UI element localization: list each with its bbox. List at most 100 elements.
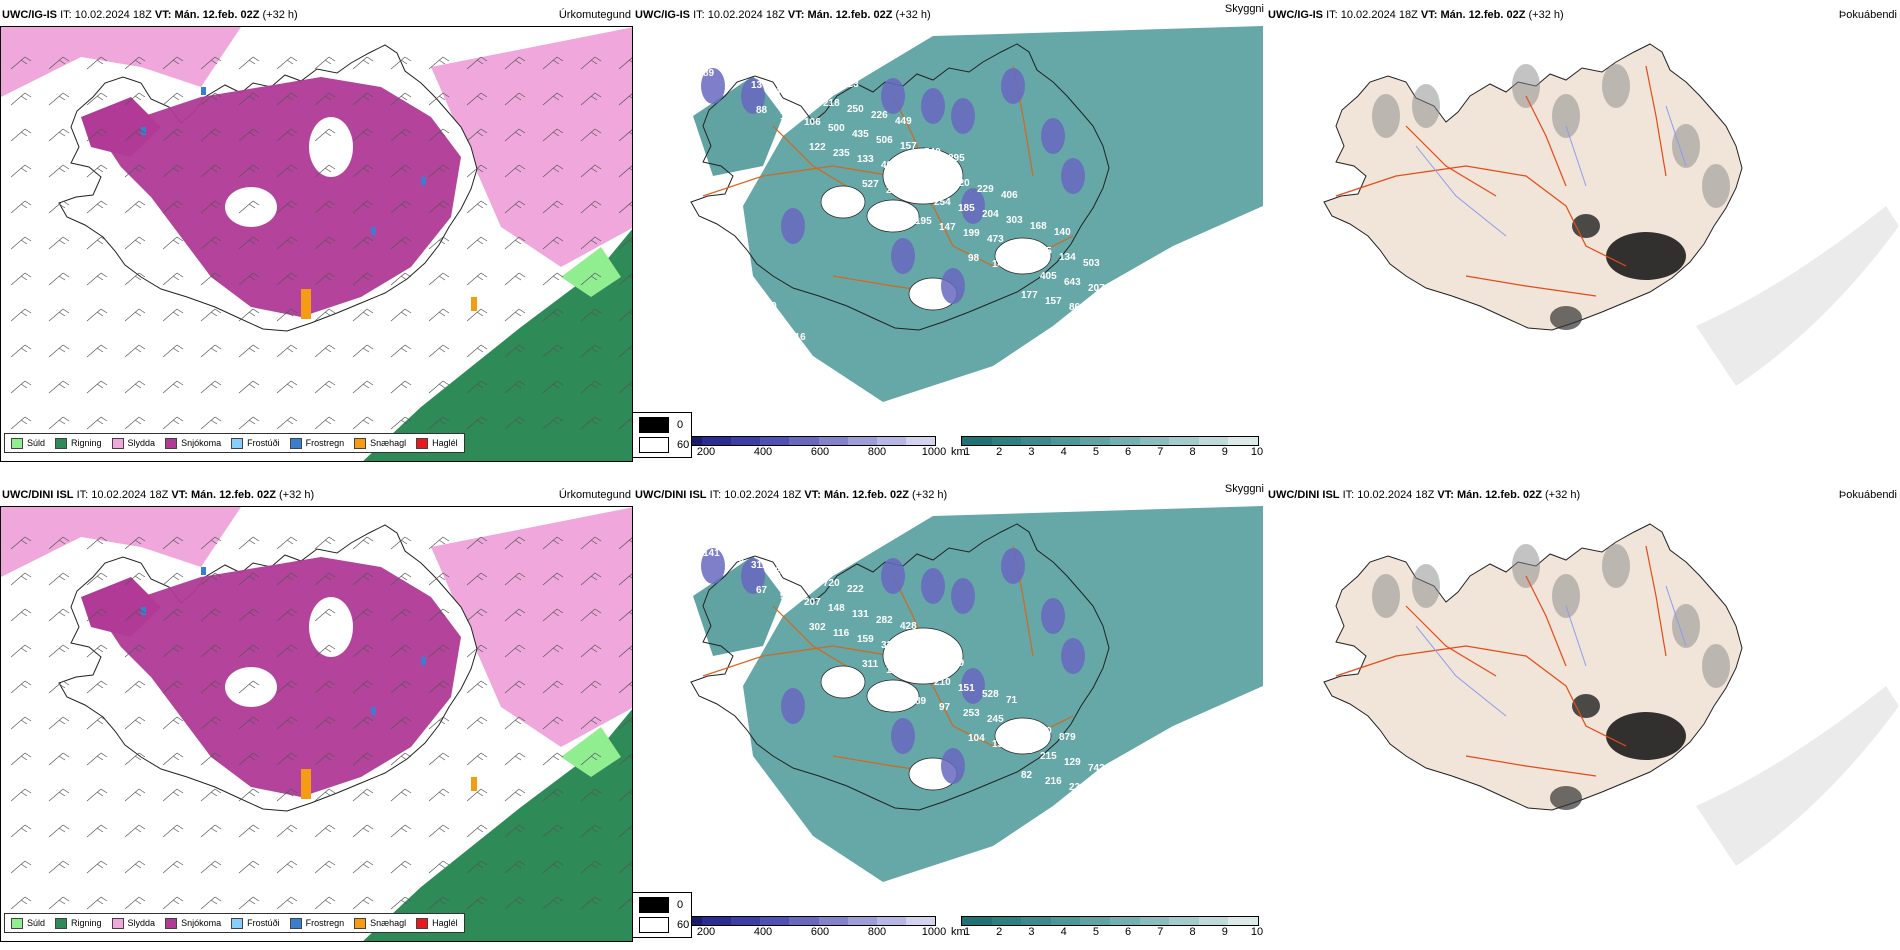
wind-barb <box>238 380 260 394</box>
wind-barb <box>200 536 222 550</box>
wind-barb <box>86 164 108 178</box>
visibility-label: 158 <box>794 357 811 368</box>
visibility-label: 406 <box>1001 190 1018 201</box>
legend-item: Slydda <box>111 917 155 929</box>
wind-barb <box>390 572 412 586</box>
wind-barb <box>352 236 374 250</box>
visibility-label: 24 <box>707 264 719 275</box>
terrain-shading <box>1512 544 1540 588</box>
wind-barb <box>200 56 222 70</box>
wind-barb <box>162 200 184 214</box>
wind-barb <box>200 272 222 286</box>
visibility-label: 406 <box>722 339 739 350</box>
visibility-label: 134 <box>1059 252 1076 263</box>
wind-barb <box>162 716 184 730</box>
visibility-label: 128 <box>712 769 729 780</box>
wind-barb <box>618 201 632 214</box>
wind-barb <box>314 608 336 622</box>
wind-barb <box>542 572 564 586</box>
wind-barb <box>580 128 602 142</box>
glacier <box>866 679 920 713</box>
wind-barb <box>352 608 374 622</box>
wind-barb <box>48 896 70 910</box>
model-name: UWC/IG-IS <box>635 9 690 21</box>
high-terrain <box>921 88 945 124</box>
visibility-label: 89 <box>915 696 927 707</box>
colorbar-tick: 800 <box>867 446 887 458</box>
wind-barb <box>10 236 32 250</box>
wind-barb <box>238 200 260 214</box>
colorbar-tick: 1 <box>963 926 971 938</box>
colorbar-segment <box>731 917 761 925</box>
colorbar-strip <box>961 436 1259 446</box>
wind-barb <box>428 416 450 430</box>
high-terrain <box>701 548 725 584</box>
vt-time: Mán. 12.feb. 02Z <box>1456 489 1542 501</box>
wind-barb <box>48 308 70 322</box>
road-network <box>702 545 1074 777</box>
visibility-label: 106 <box>804 117 821 128</box>
fog-legend-row1: 0 60 <box>632 412 692 458</box>
wind-barb <box>504 92 526 106</box>
wind-barb <box>238 344 260 358</box>
wind-barb <box>618 165 632 178</box>
visibility-label: 204 <box>1016 745 1033 756</box>
wind-barb <box>466 272 488 286</box>
lead-time: (+32 h) <box>1545 489 1581 501</box>
wind-barb <box>238 896 260 910</box>
wind-barb <box>10 644 32 658</box>
visibility-label: 305 <box>717 314 734 325</box>
visibility-label: 295 <box>948 153 965 164</box>
fog-indicator-high <box>1550 306 1582 330</box>
visibility-label: 742 <box>1088 763 1105 774</box>
wind-barb <box>390 92 412 106</box>
colorbar-tick: 7 <box>1157 446 1164 458</box>
wind-barb <box>276 716 298 730</box>
visibility-label: 228 <box>746 345 763 356</box>
legend-swatch <box>354 437 367 449</box>
wind-barb <box>542 92 564 106</box>
legend-swatch <box>165 917 178 929</box>
colorbar-unit: km <box>951 446 966 458</box>
wind-barb <box>238 644 260 658</box>
glacier <box>820 185 866 219</box>
visibility-label: 260 <box>741 800 758 811</box>
vt-label: VT: <box>804 489 821 501</box>
visibility-label: 123 <box>1098 333 1115 344</box>
wind-barb <box>580 824 602 838</box>
visibility-label: 390 <box>794 837 811 848</box>
wind-barb <box>200 308 222 322</box>
fog-legend-swatch <box>639 897 669 913</box>
wind-barb <box>580 860 602 874</box>
legend-label: Frostregn <box>305 438 345 448</box>
visibility-label: 253 <box>963 708 980 719</box>
wind-barb <box>542 56 564 70</box>
wind-barb <box>352 416 374 430</box>
wind-barb <box>200 824 222 838</box>
visibility-label: 157 <box>722 819 739 830</box>
visibility-label: 89 <box>703 68 715 79</box>
wind-barb <box>200 200 222 214</box>
wind-barb <box>162 344 184 358</box>
visibility-label: 204 <box>982 209 999 220</box>
fog-panel-row2: UWC/DINI ISL IT: 10.02.2024 18Z VT: Mán.… <box>1266 480 1899 950</box>
wind-barb <box>352 536 374 550</box>
wind-barb <box>48 272 70 286</box>
wind-barb <box>428 308 450 322</box>
fog-indicator-high <box>1550 786 1582 810</box>
wind-barb <box>124 860 146 874</box>
visibility-label: 231 <box>1069 782 1086 793</box>
wind-barb <box>162 308 184 322</box>
wind-barb <box>618 609 632 622</box>
wind-barb <box>200 716 222 730</box>
wind-barb <box>200 644 222 658</box>
visibility-label: 210 <box>934 677 951 688</box>
visibility-label: 435 <box>775 86 792 97</box>
legend-item: Slydda <box>111 437 155 449</box>
terrain-shading <box>1412 564 1440 608</box>
panel-title: Úrkomutegund <box>558 489 631 501</box>
wind-barb <box>580 788 602 802</box>
fog-legend-label: 60 <box>677 919 690 931</box>
wind-barb <box>162 56 184 70</box>
colorbar-segment <box>905 917 935 925</box>
